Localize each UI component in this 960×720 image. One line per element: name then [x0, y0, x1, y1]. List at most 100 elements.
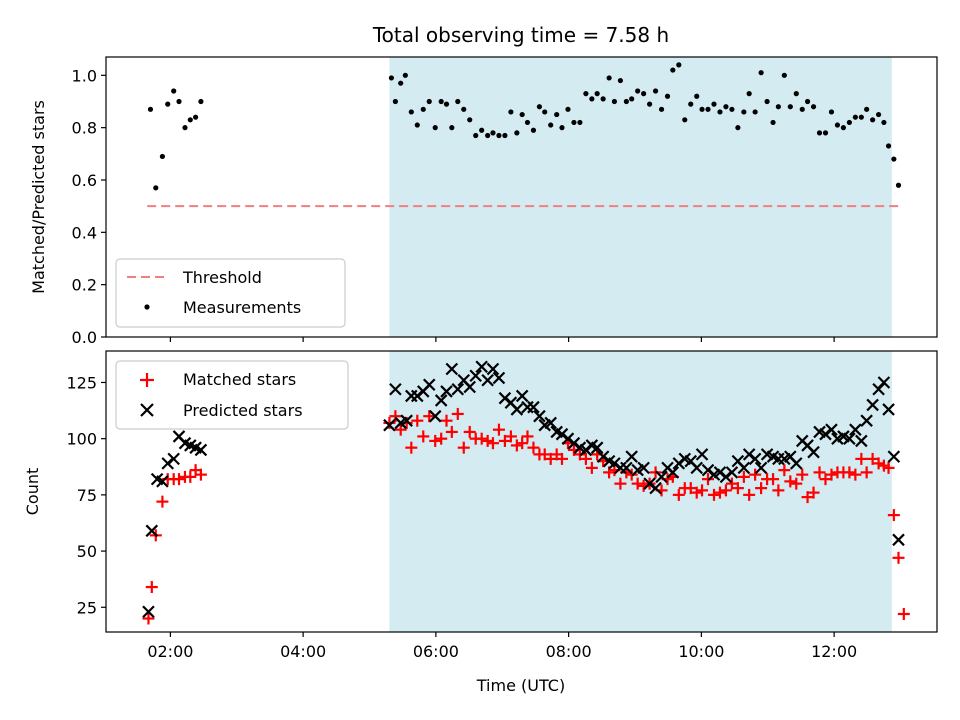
predicted-stars-point [748, 452, 762, 466]
matched-stars-point [843, 466, 856, 479]
predicted-stars-point [649, 481, 662, 495]
matched-stars-point [707, 488, 720, 501]
predicted-stars-point [866, 398, 879, 412]
bottom-panel-frame [105, 350, 938, 633]
measurement-point [438, 98, 444, 105]
x-tick-label: 04:00 [280, 642, 326, 661]
chart-title: Total observing time = 7.58 h [372, 23, 669, 47]
predicted-stars-point [475, 360, 488, 374]
measurement-point [461, 106, 467, 112]
predicted-stars-point [451, 382, 465, 396]
legend-measurements-swatch [144, 304, 150, 310]
matched-stars-point [778, 464, 791, 477]
matched-stars-point [510, 439, 523, 452]
matched-stars-point [481, 434, 494, 447]
measurement-point [392, 98, 398, 105]
measurement-point [514, 130, 520, 136]
matched-stars-point [882, 461, 895, 474]
predicted-stars-point [882, 403, 895, 416]
measurement-point [571, 119, 577, 126]
predicted-stars-point [655, 470, 668, 484]
measurement-point [875, 111, 882, 118]
top-panel: 0.0 0.2 0.4 0.6 0.8 1.0 Matched/Predicted sta… [29, 56, 938, 347]
legend-measurements-label: Measurements [183, 298, 301, 317]
matched-stars-point [156, 495, 169, 508]
matched-stars-point [423, 410, 436, 423]
measurement-point [746, 91, 752, 97]
matched-stars-point [790, 477, 803, 490]
measurement-point [822, 130, 829, 136]
measurement-point [799, 106, 805, 112]
matched-stars-point [184, 470, 197, 483]
measurement-point [652, 88, 659, 94]
matched-stars-point [825, 468, 838, 481]
matched-stars-point [737, 470, 750, 483]
measurement-point [193, 114, 199, 120]
predicted-stars-point [145, 524, 159, 538]
matched-stars-point [614, 477, 627, 490]
measurement-point [432, 125, 438, 131]
measurement-point [485, 132, 491, 139]
matched-stars-point [897, 608, 910, 621]
matched-stars-series [142, 407, 910, 625]
measurement-point [589, 96, 595, 102]
y-tick-label: 0.0 [72, 328, 97, 347]
predicted-stars-point [849, 423, 862, 436]
measurement-point [770, 119, 776, 126]
predicted-stars-point [754, 461, 768, 475]
matched-stars-point [555, 452, 568, 465]
matched-stars-point [405, 441, 418, 454]
predicted-stars-point [156, 475, 169, 488]
predicted-stars-point [463, 380, 477, 394]
matched-stars-point [145, 581, 158, 594]
measurement-point [565, 106, 571, 112]
matched-stars-point [767, 473, 780, 486]
matched-stars-point [194, 468, 207, 481]
predicted-stars-point [855, 434, 868, 448]
predicted-stars-point [666, 466, 680, 479]
predicted-stars-point [428, 409, 442, 423]
matched-stars-point [451, 407, 464, 420]
measurements-series [147, 62, 902, 191]
predicted-stars-point [690, 461, 704, 475]
matched-stars-point [796, 468, 809, 481]
measurement-point [717, 109, 723, 115]
measurement-point [688, 101, 694, 107]
measurement-point [664, 93, 671, 99]
matched-stars-point [435, 432, 448, 445]
matched-stars-point [860, 466, 873, 479]
matched-stars-point [527, 441, 540, 454]
measurement-point [559, 125, 565, 131]
measurement-point [658, 106, 665, 112]
measurement-point [870, 117, 876, 123]
top-legend-box [115, 258, 346, 328]
measurement-point [694, 93, 700, 99]
predicted-stars-point [527, 400, 540, 414]
predicted-stars-point [194, 443, 208, 457]
measurement-point [171, 88, 177, 94]
predicted-stars-point [486, 362, 500, 376]
predicted-stars-point [725, 466, 739, 479]
measurement-point [787, 104, 793, 110]
predicted-stars-point [860, 414, 873, 427]
measurement-point [611, 98, 618, 105]
measurement-point [408, 109, 414, 115]
bottom-y-axis-label: Count [23, 468, 42, 516]
measurement-point [781, 72, 787, 78]
predicted-stars-point [695, 448, 709, 461]
measurement-point [548, 122, 554, 128]
predicted-stars-point [590, 441, 604, 454]
predicted-stars-point [389, 382, 402, 396]
legend-predicted-swatch [140, 403, 154, 417]
predicted-stars-point [637, 461, 650, 475]
measurement-point [758, 70, 764, 76]
measurement-point [536, 104, 543, 110]
measurement-point [449, 125, 455, 131]
top-legend: Threshold Measurements [115, 258, 346, 328]
measurement-point [810, 104, 817, 110]
measurement-point [176, 98, 182, 105]
predicted-stars-point [481, 373, 494, 387]
predicted-stars-point [620, 461, 633, 475]
measurement-point [147, 106, 154, 112]
